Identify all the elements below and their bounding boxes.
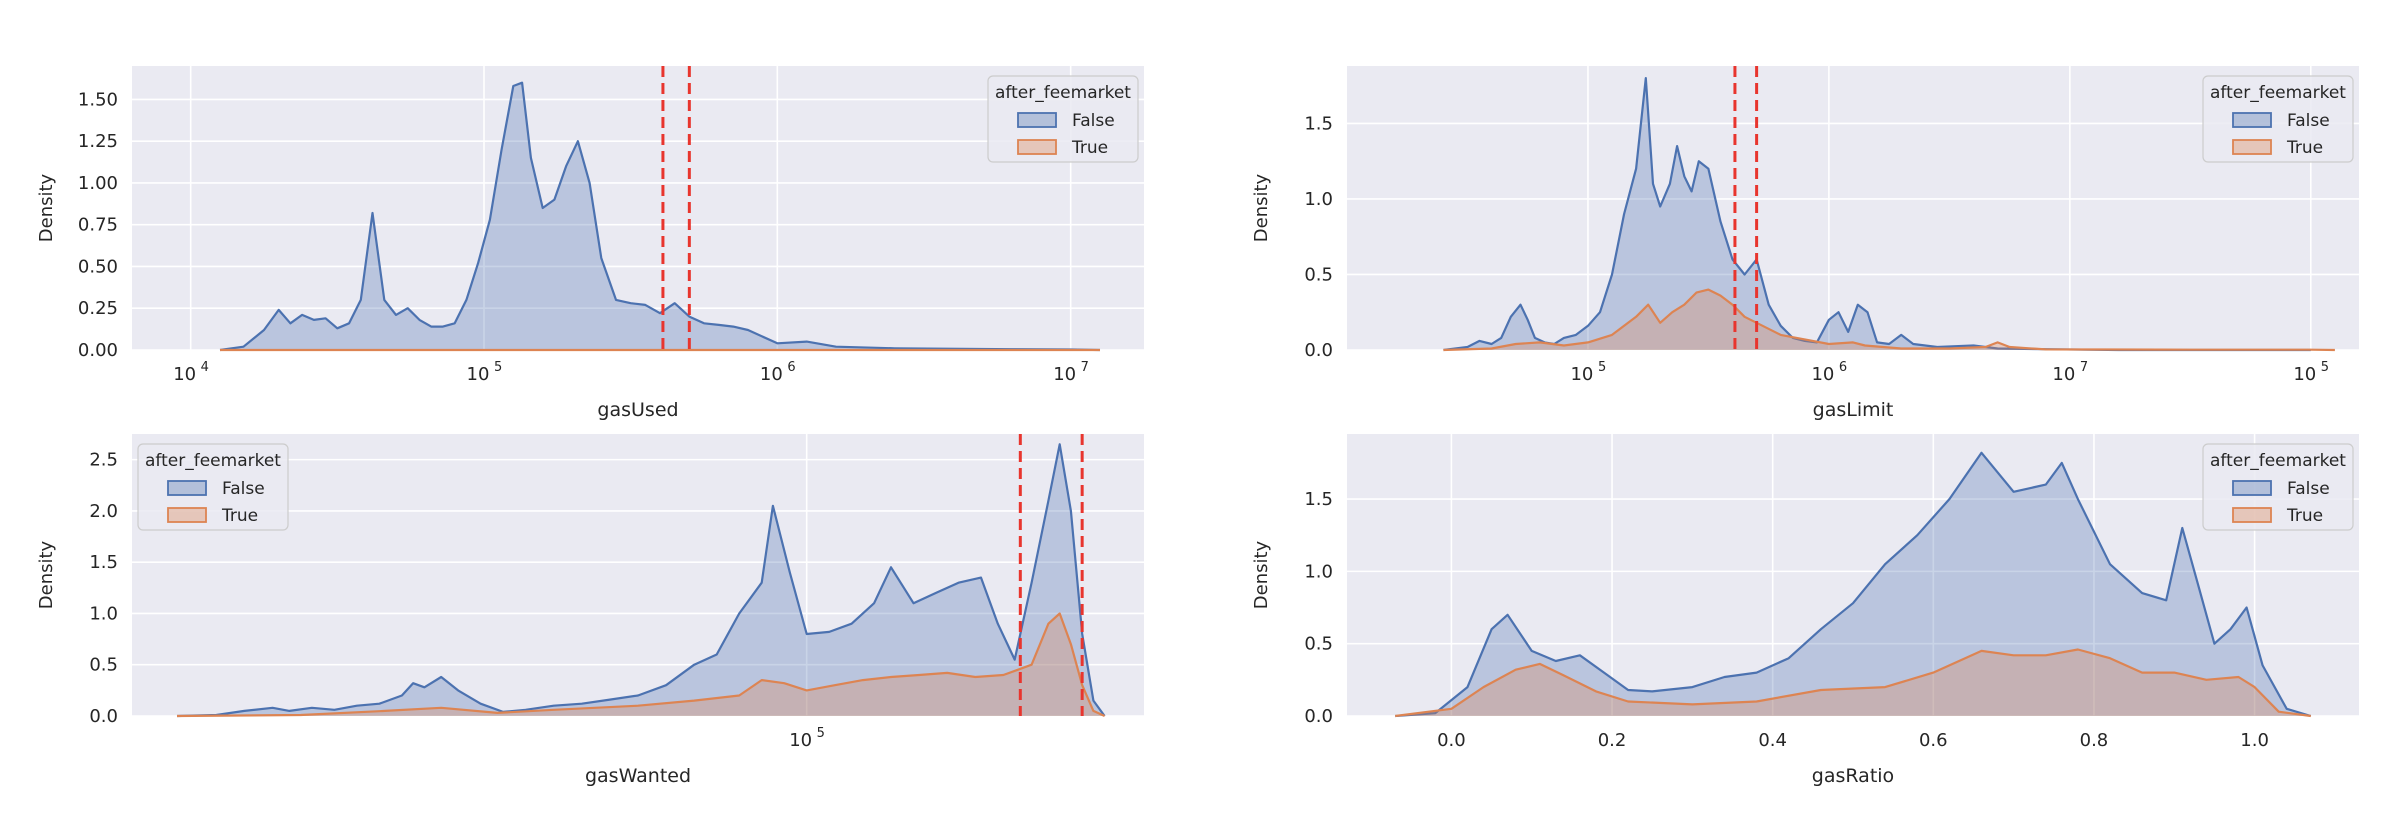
legend-label: False: [222, 479, 265, 499]
y-axis-label: Density: [36, 173, 57, 242]
y-tick-label: 0.5: [1304, 264, 1333, 285]
x-tick-label: 10: [2052, 364, 2075, 385]
x-tick-label: 0.4: [1758, 730, 1787, 751]
density-line-false: [219, 81, 1101, 352]
y-tick-label: 1.0: [89, 603, 118, 624]
density-line-false: [176, 443, 1106, 718]
density-line-false: [1443, 77, 2311, 352]
legend-label: True: [2286, 506, 2323, 526]
density-line-true: [1443, 288, 2335, 352]
x-tick-label: 0.0: [1437, 730, 1466, 751]
y-tick-label: 0.25: [78, 298, 118, 319]
legend-swatch-false: [2232, 480, 2272, 496]
density-area-true: [177, 613, 1105, 716]
axes-background: [1347, 66, 2359, 350]
y-tick-label: 1.5: [1304, 489, 1333, 510]
x-tick-exponent: 5: [494, 360, 502, 375]
x-axis-label: gasRatio: [1812, 765, 1894, 787]
density-line-true: [1395, 648, 2311, 718]
x-tick-exponent: 4: [201, 360, 209, 375]
density-area-true: [1395, 649, 2311, 716]
x-tick-exponent: 5: [1598, 360, 1606, 375]
legend-swatch-false: [1017, 112, 1057, 128]
y-tick-label: 1.00: [78, 173, 118, 194]
density-area-false: [220, 82, 1100, 350]
subplot-gasused: 0.00 0.25 0.50 0.75 1.00 1.25 1.50 10 4 10 5 10 6 10 7…: [36, 66, 1144, 421]
x-tick-label: 0.2: [1598, 730, 1627, 751]
legend: after_feemarket False True: [2202, 443, 2354, 531]
y-tick-label: 1.5: [1304, 113, 1333, 134]
x-tick-label: 10: [760, 364, 783, 385]
x-tick-label: 10: [173, 364, 196, 385]
x-tick-exponent: 6: [1839, 360, 1847, 375]
y-tick-label: 0.75: [78, 215, 118, 236]
density-area-false: [177, 444, 1105, 716]
x-axis-label: gasUsed: [597, 399, 678, 421]
legend-swatch-true: [2232, 507, 2272, 523]
x-tick-exponent: 7: [2080, 360, 2088, 375]
y-tick-label: 2.0: [89, 501, 118, 522]
x-tick-exponent: 6: [787, 360, 795, 375]
legend: after_feemarket False True: [137, 443, 289, 531]
y-tick-label: 1.0: [1304, 561, 1333, 582]
legend-swatch-false: [167, 480, 207, 496]
density-line-false: [1395, 451, 2312, 718]
legend-title: after_feemarket: [2210, 451, 2346, 471]
x-axis-label: gasLimit: [1813, 399, 1894, 421]
legend-swatch-true: [1017, 139, 1057, 155]
y-tick-label: 1.5: [89, 552, 118, 573]
x-tick-label: 10: [1811, 364, 1834, 385]
axes-background: [132, 434, 1144, 716]
subplot-gaswanted: 0.0 0.5 1.0 1.5 2.0 2.5 10 5 gasWanted Density aft…: [36, 434, 1144, 787]
x-tick-label: 10: [1053, 364, 1076, 385]
x-tick-label: 10: [467, 364, 490, 385]
legend: after_feemarket False True: [987, 75, 1139, 163]
y-axis-label: Density: [36, 540, 57, 609]
density-area-true: [1443, 289, 2335, 350]
axes-background: [132, 66, 1144, 350]
x-axis-label: gasWanted: [585, 765, 691, 787]
y-axis-label: Density: [1251, 173, 1272, 242]
y-tick-label: 0.0: [89, 706, 118, 727]
x-tick-label: 10: [789, 730, 812, 751]
y-tick-label: 0.0: [1304, 706, 1333, 727]
x-tick-exponent: 5: [817, 726, 825, 741]
y-tick-label: 1.0: [1304, 189, 1333, 210]
legend-label: False: [2287, 111, 2330, 131]
legend-label: False: [1072, 111, 1115, 131]
y-tick-label: 0.00: [78, 340, 118, 361]
legend-swatch-false: [2232, 112, 2272, 128]
y-tick-label: 1.50: [78, 89, 118, 110]
y-tick-label: 0.50: [78, 256, 118, 277]
x-tick-label: 10: [2293, 364, 2316, 385]
x-tick-label: 1.0: [2240, 730, 2269, 751]
x-tick-label: 0.8: [2080, 730, 2109, 751]
legend-swatch-true: [2232, 139, 2272, 155]
legend-swatch-true: [167, 507, 207, 523]
density-area-false: [1443, 78, 2311, 350]
legend-title: after_feemarket: [995, 83, 1131, 103]
subplot-gaslimit: 0.0 0.5 1.0 1.5 10 5 10 6 10 7 10 5 gasLimit Density a…: [1251, 66, 2359, 421]
legend-label: False: [2287, 479, 2330, 499]
y-tick-label: 2.5: [89, 450, 118, 471]
legend: after_feemarket False True: [2202, 75, 2354, 163]
y-tick-label: 0.5: [89, 655, 118, 676]
subplot-gasratio: 0.0 0.5 1.0 1.5 0.0 0.2 0.4 0.6 0.8 1.0 gasRatio De…: [1251, 434, 2359, 787]
legend-title: after_feemarket: [2210, 83, 2346, 103]
y-tick-label: 0.5: [1304, 634, 1333, 655]
legend-title: after_feemarket: [145, 451, 281, 471]
y-tick-label: 0.0: [1304, 340, 1333, 361]
y-tick-label: 1.25: [78, 131, 118, 152]
legend-label: True: [2286, 138, 2323, 158]
legend-label: True: [221, 506, 258, 526]
x-tick-label: 10: [1570, 364, 1593, 385]
x-tick-exponent: 7: [1081, 360, 1089, 375]
x-tick-exponent: 5: [2321, 360, 2329, 375]
density-line-true: [176, 612, 1106, 718]
x-tick-label: 0.6: [1919, 730, 1948, 751]
legend-label: True: [1071, 138, 1108, 158]
y-axis-label: Density: [1251, 540, 1272, 609]
